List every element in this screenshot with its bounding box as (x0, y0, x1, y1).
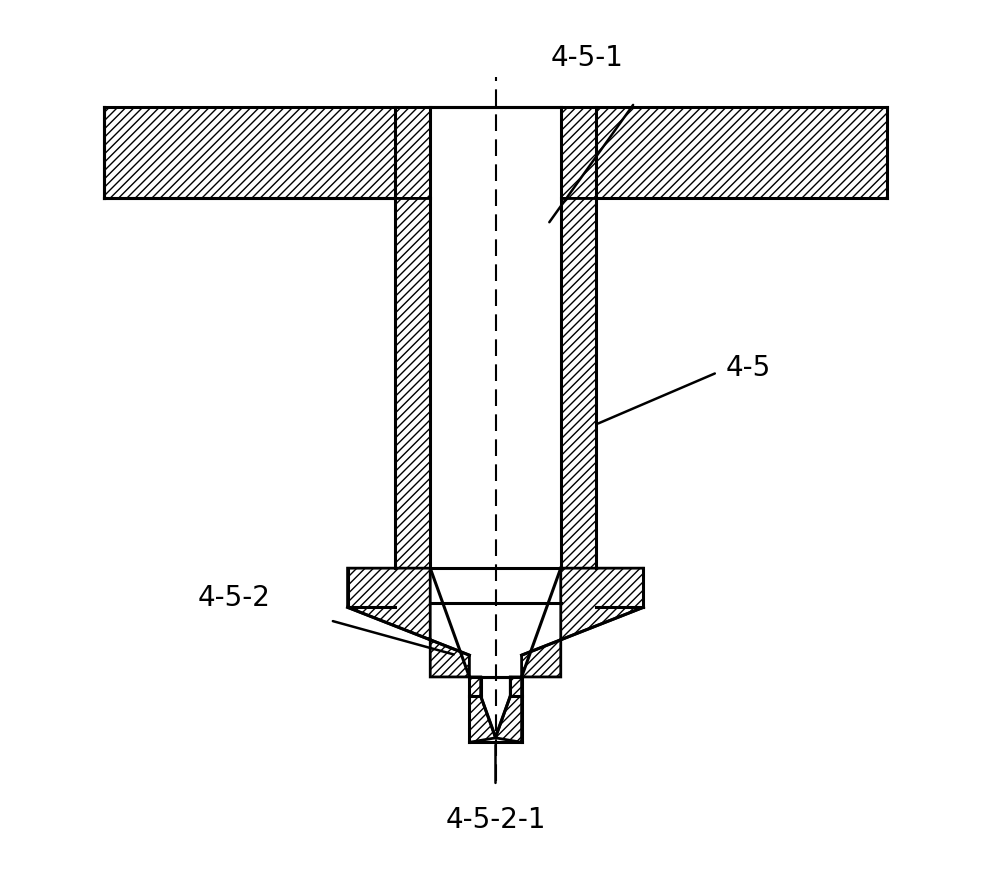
Text: 4-5: 4-5 (726, 354, 771, 382)
Polygon shape (561, 107, 596, 198)
Polygon shape (395, 198, 430, 568)
Polygon shape (561, 198, 596, 568)
Polygon shape (348, 568, 470, 677)
Text: 4-5-2-1: 4-5-2-1 (445, 805, 546, 834)
Polygon shape (104, 107, 395, 198)
Polygon shape (395, 107, 430, 198)
Polygon shape (496, 677, 521, 743)
Text: 4-5-1: 4-5-1 (550, 44, 623, 72)
Polygon shape (348, 568, 395, 607)
Polygon shape (596, 107, 887, 198)
Text: 4-5-2: 4-5-2 (198, 583, 271, 612)
Polygon shape (521, 568, 643, 677)
Polygon shape (596, 568, 643, 607)
Polygon shape (470, 677, 496, 743)
